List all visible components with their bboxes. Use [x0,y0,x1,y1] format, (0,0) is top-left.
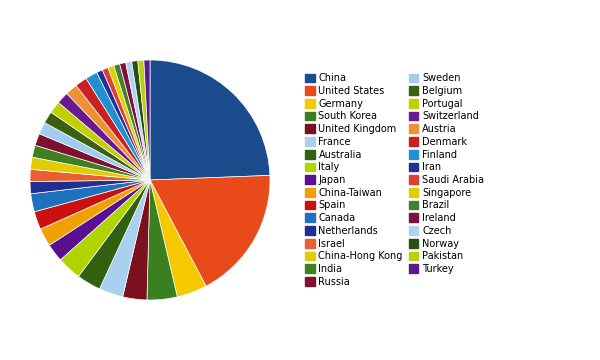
Wedge shape [49,180,150,260]
Wedge shape [147,180,178,300]
Wedge shape [108,66,150,180]
Wedge shape [138,60,150,180]
Legend: China, United States, Germany, South Korea, United Kingdom, France, Australia, I: China, United States, Germany, South Kor… [305,73,484,287]
Wedge shape [100,180,150,297]
Wedge shape [150,175,270,286]
Wedge shape [86,72,150,180]
Wedge shape [97,70,150,180]
Wedge shape [34,180,150,229]
Wedge shape [79,180,150,289]
Wedge shape [44,112,150,180]
Wedge shape [103,68,150,180]
Wedge shape [39,123,150,180]
Wedge shape [30,169,150,181]
Wedge shape [51,103,150,180]
Wedge shape [150,180,206,297]
Wedge shape [40,180,150,245]
Wedge shape [76,78,150,180]
Wedge shape [114,64,150,180]
Wedge shape [131,60,150,180]
Wedge shape [58,94,150,180]
Wedge shape [32,145,150,180]
Wedge shape [31,180,150,212]
Wedge shape [35,134,150,180]
Wedge shape [122,180,150,300]
Wedge shape [31,157,150,180]
Wedge shape [30,180,150,194]
Wedge shape [119,63,150,180]
Wedge shape [125,62,150,180]
Wedge shape [144,60,150,180]
Wedge shape [150,60,270,180]
Wedge shape [61,180,150,276]
Wedge shape [67,86,150,180]
